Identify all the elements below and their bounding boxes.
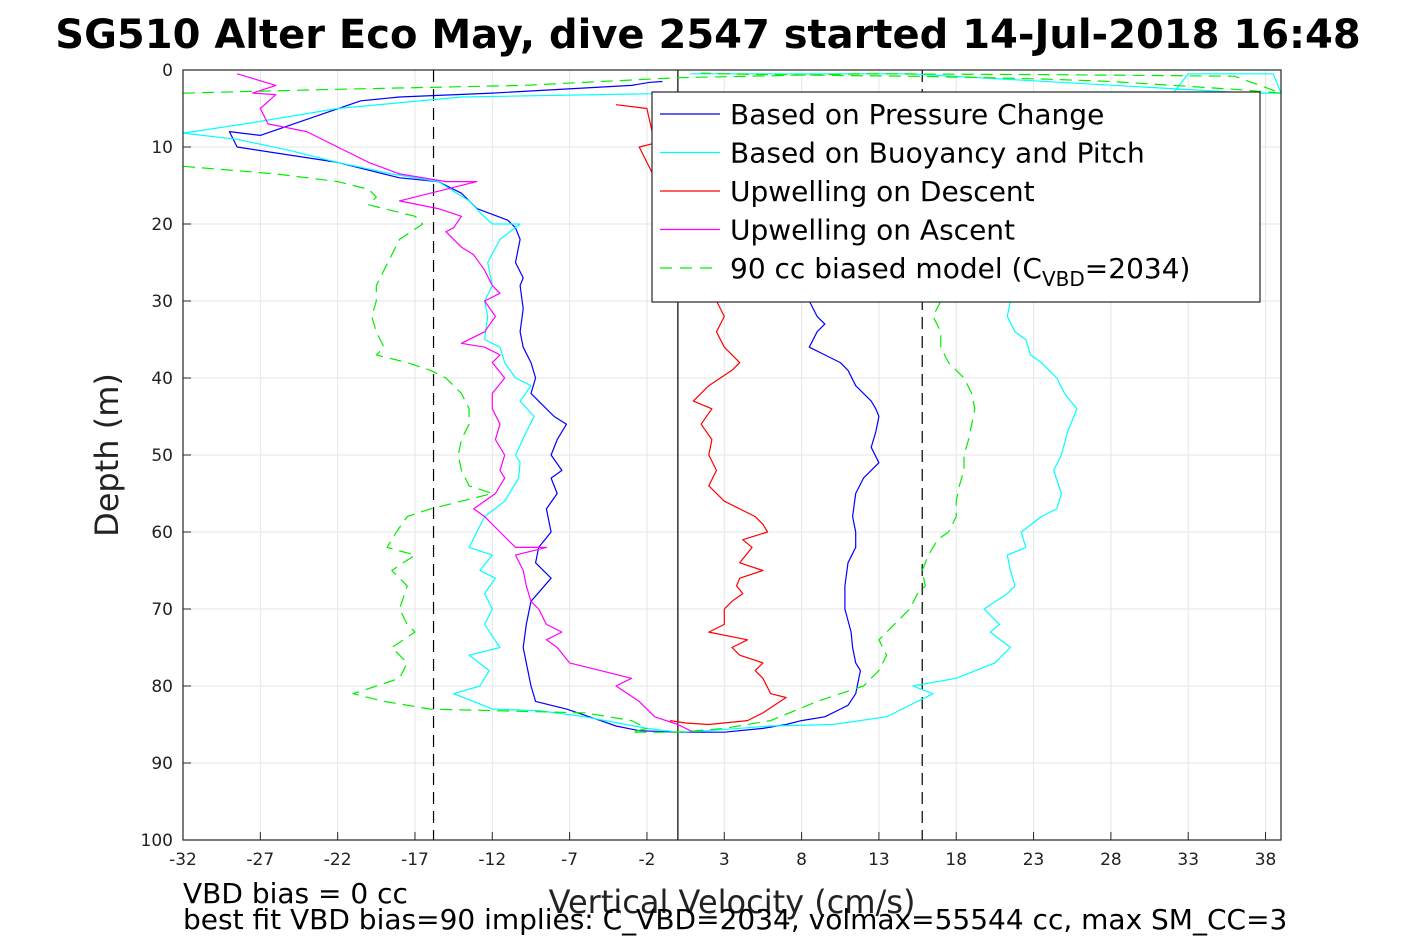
legend-entry-text: 90 cc biased model (C bbox=[730, 252, 1042, 285]
y-axis-label: Depth (m) bbox=[88, 373, 126, 537]
y-tick-label: 40 bbox=[151, 369, 173, 389]
y-tick-label: 0 bbox=[162, 61, 173, 81]
y-tick-label: 50 bbox=[151, 446, 173, 466]
series-group bbox=[183, 72, 1281, 733]
y-tick-label: 10 bbox=[151, 138, 173, 158]
legend-box bbox=[651, 91, 1261, 303]
ticks: -32 -27 -22 -17 -12 -7 -2 3 8 13 18 23 28 33 380102030… bbox=[141, 61, 1277, 870]
legend-entry-text: Upwelling on Descent bbox=[730, 175, 1035, 208]
x-tick-label: -32 bbox=[169, 850, 197, 870]
legend-entry-text: Based on Buoyancy and Pitch bbox=[730, 137, 1145, 170]
x-tick-label: -17 bbox=[401, 850, 429, 870]
y-tick-label: 20 bbox=[151, 215, 173, 235]
legend-entry-text: Based on Pressure Change bbox=[730, 98, 1104, 131]
series-line bbox=[183, 72, 1281, 94]
x-tick-label: -7 bbox=[561, 850, 578, 870]
x-tick-label: 18 bbox=[945, 850, 967, 870]
series-line bbox=[615, 104, 787, 726]
legend: Based on Pressure Change Based on Buoyanc… bbox=[651, 91, 1261, 303]
y-tick-label: 30 bbox=[151, 292, 173, 312]
legend-entry-text: Upwelling on Ascent bbox=[730, 214, 1015, 247]
legend-entry-subscript: VBD bbox=[1042, 267, 1085, 291]
legend-entry-label: Upwelling on Descent bbox=[730, 175, 1035, 208]
chart-title: SG510 Alter Eco May, dive 2547 started 1… bbox=[55, 12, 1360, 58]
x-tick-label: 33 bbox=[1177, 850, 1199, 870]
series-line bbox=[183, 73, 1281, 733]
x-tick-label: -22 bbox=[324, 850, 352, 870]
legend-entry-label: Based on Buoyancy and Pitch bbox=[730, 137, 1145, 170]
y-tick-label: 80 bbox=[151, 677, 173, 697]
legend-entry-label: Upwelling on Ascent bbox=[730, 214, 1015, 247]
legend-entry-label: 90 cc biased model (CVBD=2034) bbox=[730, 252, 1190, 291]
x-tick-label: 13 bbox=[868, 850, 890, 870]
series-line bbox=[236, 73, 694, 733]
x-tick-label: 3 bbox=[719, 850, 730, 870]
legend-entry-label: Based on Pressure Change bbox=[730, 98, 1104, 131]
y-tick-label: 60 bbox=[151, 523, 173, 543]
y-tick-label: 90 bbox=[151, 754, 173, 774]
series-line bbox=[228, 80, 880, 733]
y-tick-label: 100 bbox=[141, 831, 173, 851]
best-fit-note: best fit VBD bias=90 implies: C_VBD=2034… bbox=[183, 903, 1287, 936]
x-axis-label: Vertical Velocity (cm/s) bbox=[549, 883, 916, 921]
x-tick-label: 23 bbox=[1023, 850, 1045, 870]
x-tick-label: 8 bbox=[796, 850, 807, 870]
legend-entry-suffix: =2034) bbox=[1085, 252, 1191, 285]
x-tick-label: -2 bbox=[638, 850, 655, 870]
vbd-bias-note: VBD bias = 0 cc bbox=[183, 877, 408, 910]
y-tick-label: 70 bbox=[151, 600, 173, 620]
x-tick-label: -12 bbox=[478, 850, 506, 870]
x-tick-label: 38 bbox=[1255, 850, 1277, 870]
x-tick-label: -27 bbox=[246, 850, 274, 870]
x-tick-label: 28 bbox=[1100, 850, 1122, 870]
series-line bbox=[183, 165, 976, 733]
